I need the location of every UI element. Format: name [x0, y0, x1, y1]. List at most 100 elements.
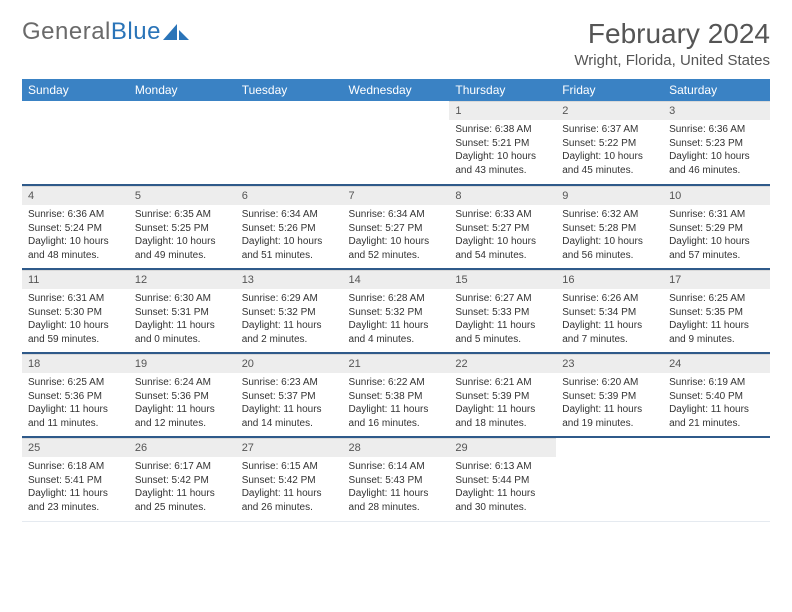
day-number: 1 [449, 101, 556, 120]
day-info: Sunrise: 6:13 AMSunset: 5:44 PMDaylight:… [449, 457, 556, 518]
day-info: Sunrise: 6:25 AMSunset: 5:35 PMDaylight:… [663, 289, 770, 350]
sail-icon [163, 21, 189, 49]
day-number: 7 [343, 186, 450, 205]
day-info: Sunrise: 6:28 AMSunset: 5:32 PMDaylight:… [343, 289, 450, 350]
location-subtitle: Wright, Florida, United States [574, 52, 770, 69]
calendar-cell: 2Sunrise: 6:37 AMSunset: 5:22 PMDaylight… [556, 101, 663, 185]
day-number: 2 [556, 101, 663, 120]
day-number: 21 [343, 354, 450, 373]
day-info: Sunrise: 6:23 AMSunset: 5:37 PMDaylight:… [236, 373, 343, 434]
day-number: 22 [449, 354, 556, 373]
month-title: February 2024 [574, 18, 770, 50]
day-number: 10 [663, 186, 770, 205]
day-number: 8 [449, 186, 556, 205]
calendar-cell: 3Sunrise: 6:36 AMSunset: 5:23 PMDaylight… [663, 101, 770, 185]
day-number: 15 [449, 270, 556, 289]
day-number: 13 [236, 270, 343, 289]
day-number: 23 [556, 354, 663, 373]
weekday-header: Friday [556, 79, 663, 101]
header: GeneralBlue February 2024 Wright, Florid… [22, 18, 770, 69]
day-info: Sunrise: 6:15 AMSunset: 5:42 PMDaylight:… [236, 457, 343, 518]
day-number: 26 [129, 438, 236, 457]
calendar-cell: 28Sunrise: 6:14 AMSunset: 5:43 PMDayligh… [343, 437, 450, 521]
calendar-cell: 18Sunrise: 6:25 AMSunset: 5:36 PMDayligh… [22, 353, 129, 437]
calendar-cell: 27Sunrise: 6:15 AMSunset: 5:42 PMDayligh… [236, 437, 343, 521]
day-info: Sunrise: 6:36 AMSunset: 5:23 PMDaylight:… [663, 120, 770, 181]
day-info: Sunrise: 6:38 AMSunset: 5:21 PMDaylight:… [449, 120, 556, 181]
calendar-cell-empty [236, 101, 343, 185]
day-number: 17 [663, 270, 770, 289]
day-number: 3 [663, 101, 770, 120]
day-number: 19 [129, 354, 236, 373]
calendar-cell: 7Sunrise: 6:34 AMSunset: 5:27 PMDaylight… [343, 185, 450, 269]
calendar-cell: 13Sunrise: 6:29 AMSunset: 5:32 PMDayligh… [236, 269, 343, 353]
calendar-body: 1Sunrise: 6:38 AMSunset: 5:21 PMDaylight… [22, 101, 770, 521]
day-info: Sunrise: 6:35 AMSunset: 5:25 PMDaylight:… [129, 205, 236, 266]
day-number: 14 [343, 270, 450, 289]
calendar-cell: 23Sunrise: 6:20 AMSunset: 5:39 PMDayligh… [556, 353, 663, 437]
day-info: Sunrise: 6:36 AMSunset: 5:24 PMDaylight:… [22, 205, 129, 266]
calendar-cell: 9Sunrise: 6:32 AMSunset: 5:28 PMDaylight… [556, 185, 663, 269]
title-block: February 2024 Wright, Florida, United St… [574, 18, 770, 69]
calendar-week-row: 18Sunrise: 6:25 AMSunset: 5:36 PMDayligh… [22, 353, 770, 437]
calendar-cell: 26Sunrise: 6:17 AMSunset: 5:42 PMDayligh… [129, 437, 236, 521]
calendar-cell-empty [663, 437, 770, 521]
day-info: Sunrise: 6:32 AMSunset: 5:28 PMDaylight:… [556, 205, 663, 266]
day-info: Sunrise: 6:25 AMSunset: 5:36 PMDaylight:… [22, 373, 129, 434]
weekday-header: Thursday [449, 79, 556, 101]
day-number: 16 [556, 270, 663, 289]
day-info: Sunrise: 6:37 AMSunset: 5:22 PMDaylight:… [556, 120, 663, 181]
calendar-cell: 14Sunrise: 6:28 AMSunset: 5:32 PMDayligh… [343, 269, 450, 353]
calendar-cell-empty [556, 437, 663, 521]
calendar-cell: 8Sunrise: 6:33 AMSunset: 5:27 PMDaylight… [449, 185, 556, 269]
calendar-table: SundayMondayTuesdayWednesdayThursdayFrid… [22, 79, 770, 522]
calendar-cell-empty [22, 101, 129, 185]
day-info: Sunrise: 6:34 AMSunset: 5:26 PMDaylight:… [236, 205, 343, 266]
day-info: Sunrise: 6:18 AMSunset: 5:41 PMDaylight:… [22, 457, 129, 518]
brand-part1: General [22, 18, 111, 46]
calendar-cell: 24Sunrise: 6:19 AMSunset: 5:40 PMDayligh… [663, 353, 770, 437]
calendar-cell: 11Sunrise: 6:31 AMSunset: 5:30 PMDayligh… [22, 269, 129, 353]
day-info: Sunrise: 6:24 AMSunset: 5:36 PMDaylight:… [129, 373, 236, 434]
calendar-cell: 25Sunrise: 6:18 AMSunset: 5:41 PMDayligh… [22, 437, 129, 521]
day-number: 29 [449, 438, 556, 457]
day-info: Sunrise: 6:31 AMSunset: 5:29 PMDaylight:… [663, 205, 770, 266]
day-info: Sunrise: 6:26 AMSunset: 5:34 PMDaylight:… [556, 289, 663, 350]
day-info: Sunrise: 6:29 AMSunset: 5:32 PMDaylight:… [236, 289, 343, 350]
calendar-cell: 10Sunrise: 6:31 AMSunset: 5:29 PMDayligh… [663, 185, 770, 269]
weekday-header: Tuesday [236, 79, 343, 101]
calendar-cell: 19Sunrise: 6:24 AMSunset: 5:36 PMDayligh… [129, 353, 236, 437]
calendar-cell: 15Sunrise: 6:27 AMSunset: 5:33 PMDayligh… [449, 269, 556, 353]
day-info: Sunrise: 6:19 AMSunset: 5:40 PMDaylight:… [663, 373, 770, 434]
calendar-cell: 1Sunrise: 6:38 AMSunset: 5:21 PMDaylight… [449, 101, 556, 185]
day-number: 27 [236, 438, 343, 457]
calendar-cell: 17Sunrise: 6:25 AMSunset: 5:35 PMDayligh… [663, 269, 770, 353]
day-info: Sunrise: 6:20 AMSunset: 5:39 PMDaylight:… [556, 373, 663, 434]
day-number: 9 [556, 186, 663, 205]
calendar-week-row: 4Sunrise: 6:36 AMSunset: 5:24 PMDaylight… [22, 185, 770, 269]
calendar-cell: 16Sunrise: 6:26 AMSunset: 5:34 PMDayligh… [556, 269, 663, 353]
day-number: 12 [129, 270, 236, 289]
calendar-cell: 22Sunrise: 6:21 AMSunset: 5:39 PMDayligh… [449, 353, 556, 437]
calendar-week-row: 1Sunrise: 6:38 AMSunset: 5:21 PMDaylight… [22, 101, 770, 185]
weekday-header: Saturday [663, 79, 770, 101]
weekday-header-row: SundayMondayTuesdayWednesdayThursdayFrid… [22, 79, 770, 101]
calendar-cell-empty [129, 101, 236, 185]
day-number: 25 [22, 438, 129, 457]
day-number: 6 [236, 186, 343, 205]
day-info: Sunrise: 6:33 AMSunset: 5:27 PMDaylight:… [449, 205, 556, 266]
day-info: Sunrise: 6:17 AMSunset: 5:42 PMDaylight:… [129, 457, 236, 518]
calendar-week-row: 11Sunrise: 6:31 AMSunset: 5:30 PMDayligh… [22, 269, 770, 353]
calendar-cell-empty [343, 101, 450, 185]
calendar-cell: 20Sunrise: 6:23 AMSunset: 5:37 PMDayligh… [236, 353, 343, 437]
calendar-week-row: 25Sunrise: 6:18 AMSunset: 5:41 PMDayligh… [22, 437, 770, 521]
calendar-cell: 21Sunrise: 6:22 AMSunset: 5:38 PMDayligh… [343, 353, 450, 437]
day-info: Sunrise: 6:31 AMSunset: 5:30 PMDaylight:… [22, 289, 129, 350]
calendar-cell: 6Sunrise: 6:34 AMSunset: 5:26 PMDaylight… [236, 185, 343, 269]
brand-logo: GeneralBlue [22, 18, 189, 46]
day-number: 20 [236, 354, 343, 373]
day-info: Sunrise: 6:27 AMSunset: 5:33 PMDaylight:… [449, 289, 556, 350]
day-info: Sunrise: 6:21 AMSunset: 5:39 PMDaylight:… [449, 373, 556, 434]
weekday-header: Monday [129, 79, 236, 101]
day-info: Sunrise: 6:14 AMSunset: 5:43 PMDaylight:… [343, 457, 450, 518]
